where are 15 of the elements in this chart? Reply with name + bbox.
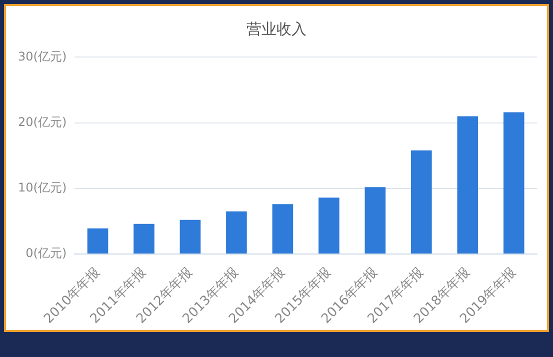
bar (318, 198, 340, 254)
chart-title: 营业收入 (246, 20, 308, 39)
bar (226, 211, 247, 254)
bar (272, 204, 294, 254)
y-tick-label: 10(亿元) (18, 180, 67, 195)
y-tick-label: 0(亿元) (26, 246, 67, 260)
bar (457, 116, 478, 254)
y-tick-label: 20(亿元) (18, 114, 67, 129)
bar (364, 187, 386, 254)
bar (180, 220, 201, 254)
bar (87, 228, 108, 254)
y-tick-label: 30(亿元) (18, 49, 67, 64)
bar (411, 150, 432, 254)
bar (503, 112, 524, 254)
bar (134, 224, 154, 254)
